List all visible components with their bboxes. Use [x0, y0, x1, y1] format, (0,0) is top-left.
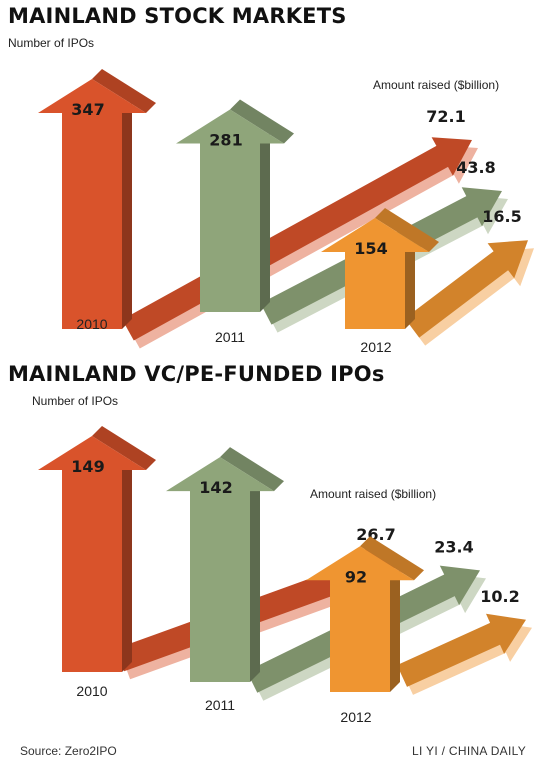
year-label-2011: 2011: [215, 329, 245, 345]
chart-1-amount-label: Amount raised ($billion): [373, 78, 500, 92]
amount-label-2011: 43.8: [456, 158, 495, 177]
ipo-chart-2: 26.7 23.4 10.2 149 2010 142 2011 92 2012: [38, 426, 532, 725]
year-label-2010: 2010: [76, 683, 107, 699]
amount-label-2011: 23.4: [434, 537, 473, 556]
chart-2-amount-label: Amount raised ($billion): [310, 487, 437, 501]
ipo-count-label-2012: 154: [354, 239, 387, 258]
ipo-arrow-2010: [38, 79, 146, 329]
ipo-arrow-head-side-2010: [92, 69, 156, 113]
amount-arrow-2012: [404, 240, 528, 338]
ipo-arrow-side-2010: [122, 460, 132, 672]
chart-2-title: MAINLAND VC/PE-FUNDED IPOs: [8, 362, 385, 386]
ipo-count-label-2011: 281: [209, 131, 242, 150]
source-note: Source: Zero2IPO: [20, 744, 117, 758]
ipo-count-label-2010: 347: [71, 100, 104, 119]
chart-1-count-label: Number of IPOs: [8, 36, 95, 50]
year-label-2012: 2012: [360, 339, 391, 355]
amount-label-2012: 10.2: [480, 587, 519, 606]
ipo-count-label-2011: 142: [199, 478, 232, 497]
year-label-2011: 2011: [205, 697, 235, 713]
ipo-arrow-side-2010: [122, 103, 132, 329]
ipo-arrow-side-2012: [390, 570, 400, 692]
ipo-chart-1: 72.1 43.8 16.5 347 2010 281 2011 154 2012: [38, 69, 534, 355]
ipo-arrow-head-side-2010: [92, 426, 156, 470]
amount-label-2012: 16.5: [482, 207, 521, 226]
ipo-arrow-head-side-2012: [375, 208, 439, 253]
ipo-arrow-side-2011: [260, 133, 270, 312]
ipo-arrow-2012: [321, 218, 429, 329]
ipo-arrow-head-side-2011: [220, 447, 284, 492]
ipo-arrow-side-2012: [405, 242, 415, 329]
ipo-arrow-2011: [166, 457, 274, 682]
year-label-2012: 2012: [340, 709, 371, 725]
ipo-arrow-head-side-2011: [230, 99, 294, 144]
ipo-count-label-2010: 149: [71, 457, 104, 476]
ipo-arrow-2010: [38, 436, 146, 672]
chart-1-title: MAINLAND STOCK MARKETS: [8, 4, 347, 28]
ipo-arrow-2012: [306, 546, 414, 692]
amount-label-2010: 26.7: [356, 525, 395, 544]
ipo-count-label-2012: 92: [345, 567, 367, 586]
amount-arrow-2012: [397, 613, 526, 687]
amount-label-2010: 72.1: [426, 107, 465, 126]
ipo-arrow-head-side-2012: [360, 536, 424, 581]
ipo-arrow-2011: [176, 109, 284, 312]
chart-2-count-label: Number of IPOs: [32, 394, 119, 408]
credit-note: LI YI / CHINA DAILY: [412, 744, 526, 758]
year-label-2010: 2010: [76, 316, 107, 332]
ipo-arrow-side-2011: [250, 481, 260, 682]
